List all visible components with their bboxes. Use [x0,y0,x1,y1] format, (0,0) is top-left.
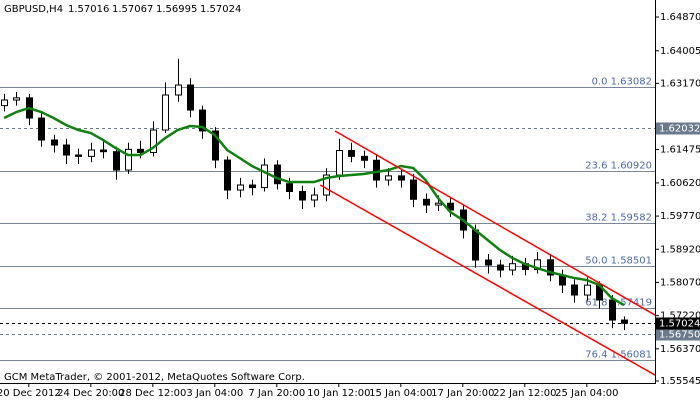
candle-body [274,164,281,185]
symbol: GBPUSD,H4 [4,4,63,15]
trendline [334,130,656,316]
x-tick-label: 28 Dec 12:00 [119,388,186,399]
price-box [656,317,700,330]
candle-body [609,299,616,321]
candle-body [1,99,8,107]
header-value: 1.56995 [156,4,197,15]
candle-body [323,174,330,196]
candle-body [13,97,20,101]
candle-body [373,159,380,181]
y-tick-label: 1.61475 [660,145,700,156]
header-value: 1.57067 [112,4,153,15]
candle-body [497,264,504,271]
candle-body [299,191,306,201]
price-box-label: 1.57024 [659,319,700,330]
footer: GCM MetaTrader, © 2001-2012, MetaQuotes … [4,372,305,383]
candle-body [249,184,256,189]
x-tick-label: 22 Jan 12:00 [493,388,556,399]
candle-body [584,284,591,296]
trendline [319,184,656,376]
price-box [656,328,700,341]
candle-body [187,84,194,111]
y-tick-label: 1.64870 [660,12,700,23]
price-box [656,122,700,135]
candle-body [51,139,58,146]
fib-label: 0.0 1.63082 [592,77,652,88]
candle-body [261,164,268,189]
y-tick-label: 1.56370 [660,344,700,355]
y-tick-label: 1.55545 [660,376,700,387]
y-tick-label: 1.58920 [660,244,700,255]
candle-body [447,202,454,211]
candle-body [63,144,70,156]
x-tick-label: 20 Dec 2012 [0,388,61,399]
candle-body [534,259,541,271]
candle-body [162,94,169,131]
candle-body [237,184,244,191]
candle-body [286,183,293,193]
fib-label: 23.6 1.60920 [585,161,652,172]
candle-body [423,198,430,206]
candle-body [150,129,157,153]
candle-body [485,259,492,266]
candle-body [125,148,132,171]
candle-body [38,117,45,141]
candle-body [88,149,95,157]
candle-body [385,175,392,181]
candle-body [212,130,219,161]
x-tick-label: 10 Jan 12:00 [307,388,370,399]
y-tick-label: 1.60620 [660,178,700,189]
candle-body [224,159,231,191]
candle-body [137,148,144,153]
x-tick-label: 24 Dec 20:00 [57,388,124,399]
y-tick-label: 1.59770 [660,211,700,222]
header-value: 1.57016 [68,4,109,15]
candle-body [311,194,318,201]
candle-body [410,179,417,200]
candle-body [472,229,479,261]
candle-body [199,109,206,132]
fib-label: 38.2 1.59582 [585,213,652,224]
candle-body [100,149,107,153]
candle-body [435,202,442,206]
y-tick-label: 1.58070 [660,277,700,288]
fib-label: 50.0 1.58501 [585,256,652,267]
candle-body [175,84,182,96]
x-tick-label: 7 Jan 20:00 [248,388,305,399]
x-tick-label: 25 Jan 04:00 [555,388,618,399]
candle-body [621,319,628,324]
y-tick-label: 1.57220 [660,311,700,322]
candle-body [571,284,578,296]
candle-body [509,263,516,271]
x-tick-label: 15 Jan 04:00 [369,388,432,399]
y-tick-label: 1.64005 [660,46,700,57]
x-tick-label: 3 Jan 04:00 [186,388,243,399]
header-value: 1.57024 [200,4,241,15]
candle-body [398,175,405,181]
candle-body [361,155,368,161]
candle-body [75,154,82,157]
candle-body [336,150,343,176]
moving-average [3,106,625,307]
price-box-label: 1.62032 [659,124,700,135]
candle-body [348,150,355,157]
x-tick-label: 17 Jan 20:00 [431,388,494,399]
candle-body [547,259,554,276]
candle-body [113,151,120,171]
y-tick-label: 1.63170 [660,78,700,89]
price-box-label: 1.56750 [659,330,700,341]
